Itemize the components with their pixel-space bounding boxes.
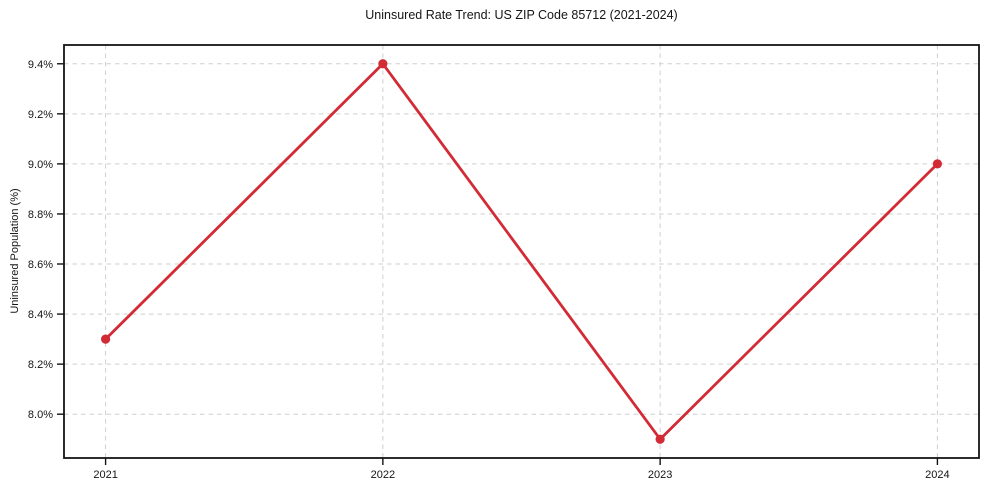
trend-line [104,62,939,441]
y-tick-label: 8.2% [28,359,53,371]
x-tick-label: 2023 [648,469,672,481]
x-tick-label: 2024 [925,469,949,481]
data-point [932,159,943,169]
x-tick-label: 2022 [371,469,395,481]
y-tick-label: 9.2% [28,109,53,121]
y-tick-label: 8.8% [28,209,53,221]
y-tick-label: 8.4% [28,309,53,321]
y-tick-label: 8.0% [28,409,53,421]
data-point [655,434,665,444]
data-point [100,334,111,344]
axes-border [63,44,980,459]
data-point [378,59,388,69]
y-tick-label: 8.6% [28,259,53,271]
x-tick-label: 2021 [93,469,117,481]
y-tick-label: 9.0% [28,159,53,171]
chart-title: Uninsured Rate Trend: US ZIP Code 85712 … [365,8,678,22]
y-tick-label: 9.4% [28,59,53,71]
